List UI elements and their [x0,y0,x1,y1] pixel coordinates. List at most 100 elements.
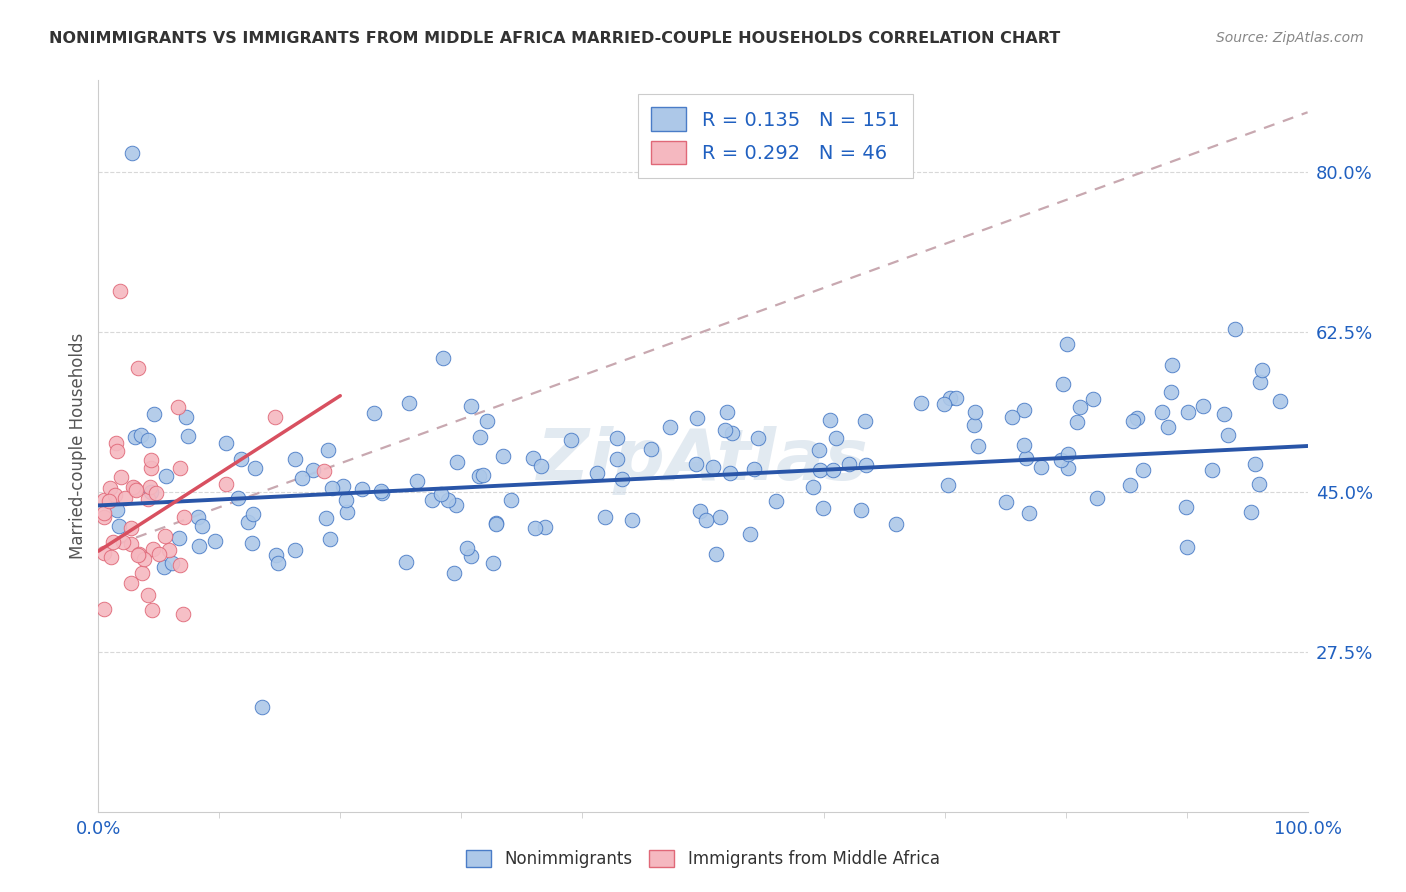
Point [284,452,307,467]
Point [446,455,468,469]
Point [1201,463,1223,477]
Point [593,510,616,524]
Point [236,516,259,530]
Point [1081,392,1104,406]
Point [93,601,115,615]
Point [965,405,987,419]
Point [124,430,146,444]
Point [718,467,741,481]
Point [1249,375,1271,389]
Point [153,529,176,543]
Point [932,397,955,411]
Point [316,443,339,458]
Point [169,558,191,572]
Point [145,486,167,500]
Point [585,466,607,480]
Point [121,146,143,161]
Point [240,536,263,550]
Point [125,483,148,497]
Point [159,543,181,558]
Point [127,361,149,376]
Point [108,284,131,298]
Point [477,415,499,429]
Point [606,452,628,467]
Point [100,550,122,565]
Point [808,442,831,457]
Point [321,481,343,495]
Point [485,516,508,530]
Point [1132,463,1154,477]
Point [290,471,312,485]
Point [1057,460,1080,475]
Point [432,351,454,366]
Point [229,452,252,467]
Point [1014,403,1036,417]
Point [714,423,737,437]
Point [284,543,307,558]
Point [485,517,508,532]
Point [1268,393,1291,408]
Point [849,503,872,517]
Point [111,535,134,549]
Point [1119,477,1142,491]
Point [1126,410,1149,425]
Point [104,488,127,502]
Point [524,521,547,535]
Point [120,537,142,551]
Point [174,410,197,425]
Point [472,468,495,483]
Point [659,419,682,434]
Point [228,491,250,506]
Point [1161,358,1184,372]
Point [468,468,491,483]
Point [621,513,644,527]
Point [129,428,152,442]
Point [98,493,121,508]
Point [155,468,177,483]
Point [686,411,709,425]
Point [215,477,238,491]
Point [336,505,359,519]
Point [110,470,132,484]
Point [1029,459,1052,474]
Point [1216,427,1239,442]
Point [1018,507,1040,521]
Legend: Nonimmigrants, Immigrants from Middle Africa: Nonimmigrants, Immigrants from Middle Af… [458,842,948,877]
Point [114,491,136,506]
Point [370,486,392,500]
Point [107,518,129,533]
Point [266,557,288,571]
Point [264,548,287,562]
Point [444,498,467,512]
Point [141,485,163,500]
Point [820,413,842,427]
Point [765,493,787,508]
Point [138,588,160,602]
Point [994,494,1017,508]
Point [612,472,634,486]
Point [93,510,115,524]
Point [131,566,153,580]
Point [332,479,354,493]
Point [128,547,150,561]
Point [460,549,482,563]
Point [215,435,238,450]
Point [263,409,285,424]
Point [468,430,491,444]
Point [491,449,513,463]
Point [187,509,209,524]
Point [1001,410,1024,425]
Point [721,425,744,440]
Point [522,451,544,466]
Point [838,457,860,471]
Point [855,458,877,473]
Point [1157,419,1180,434]
Point [370,483,392,498]
Point [853,414,876,428]
Point [704,548,727,562]
Point [716,404,738,418]
Point [967,439,990,453]
Point [1056,337,1078,351]
Text: Source: ZipAtlas.com: Source: ZipAtlas.com [1216,31,1364,45]
Point [640,442,662,456]
